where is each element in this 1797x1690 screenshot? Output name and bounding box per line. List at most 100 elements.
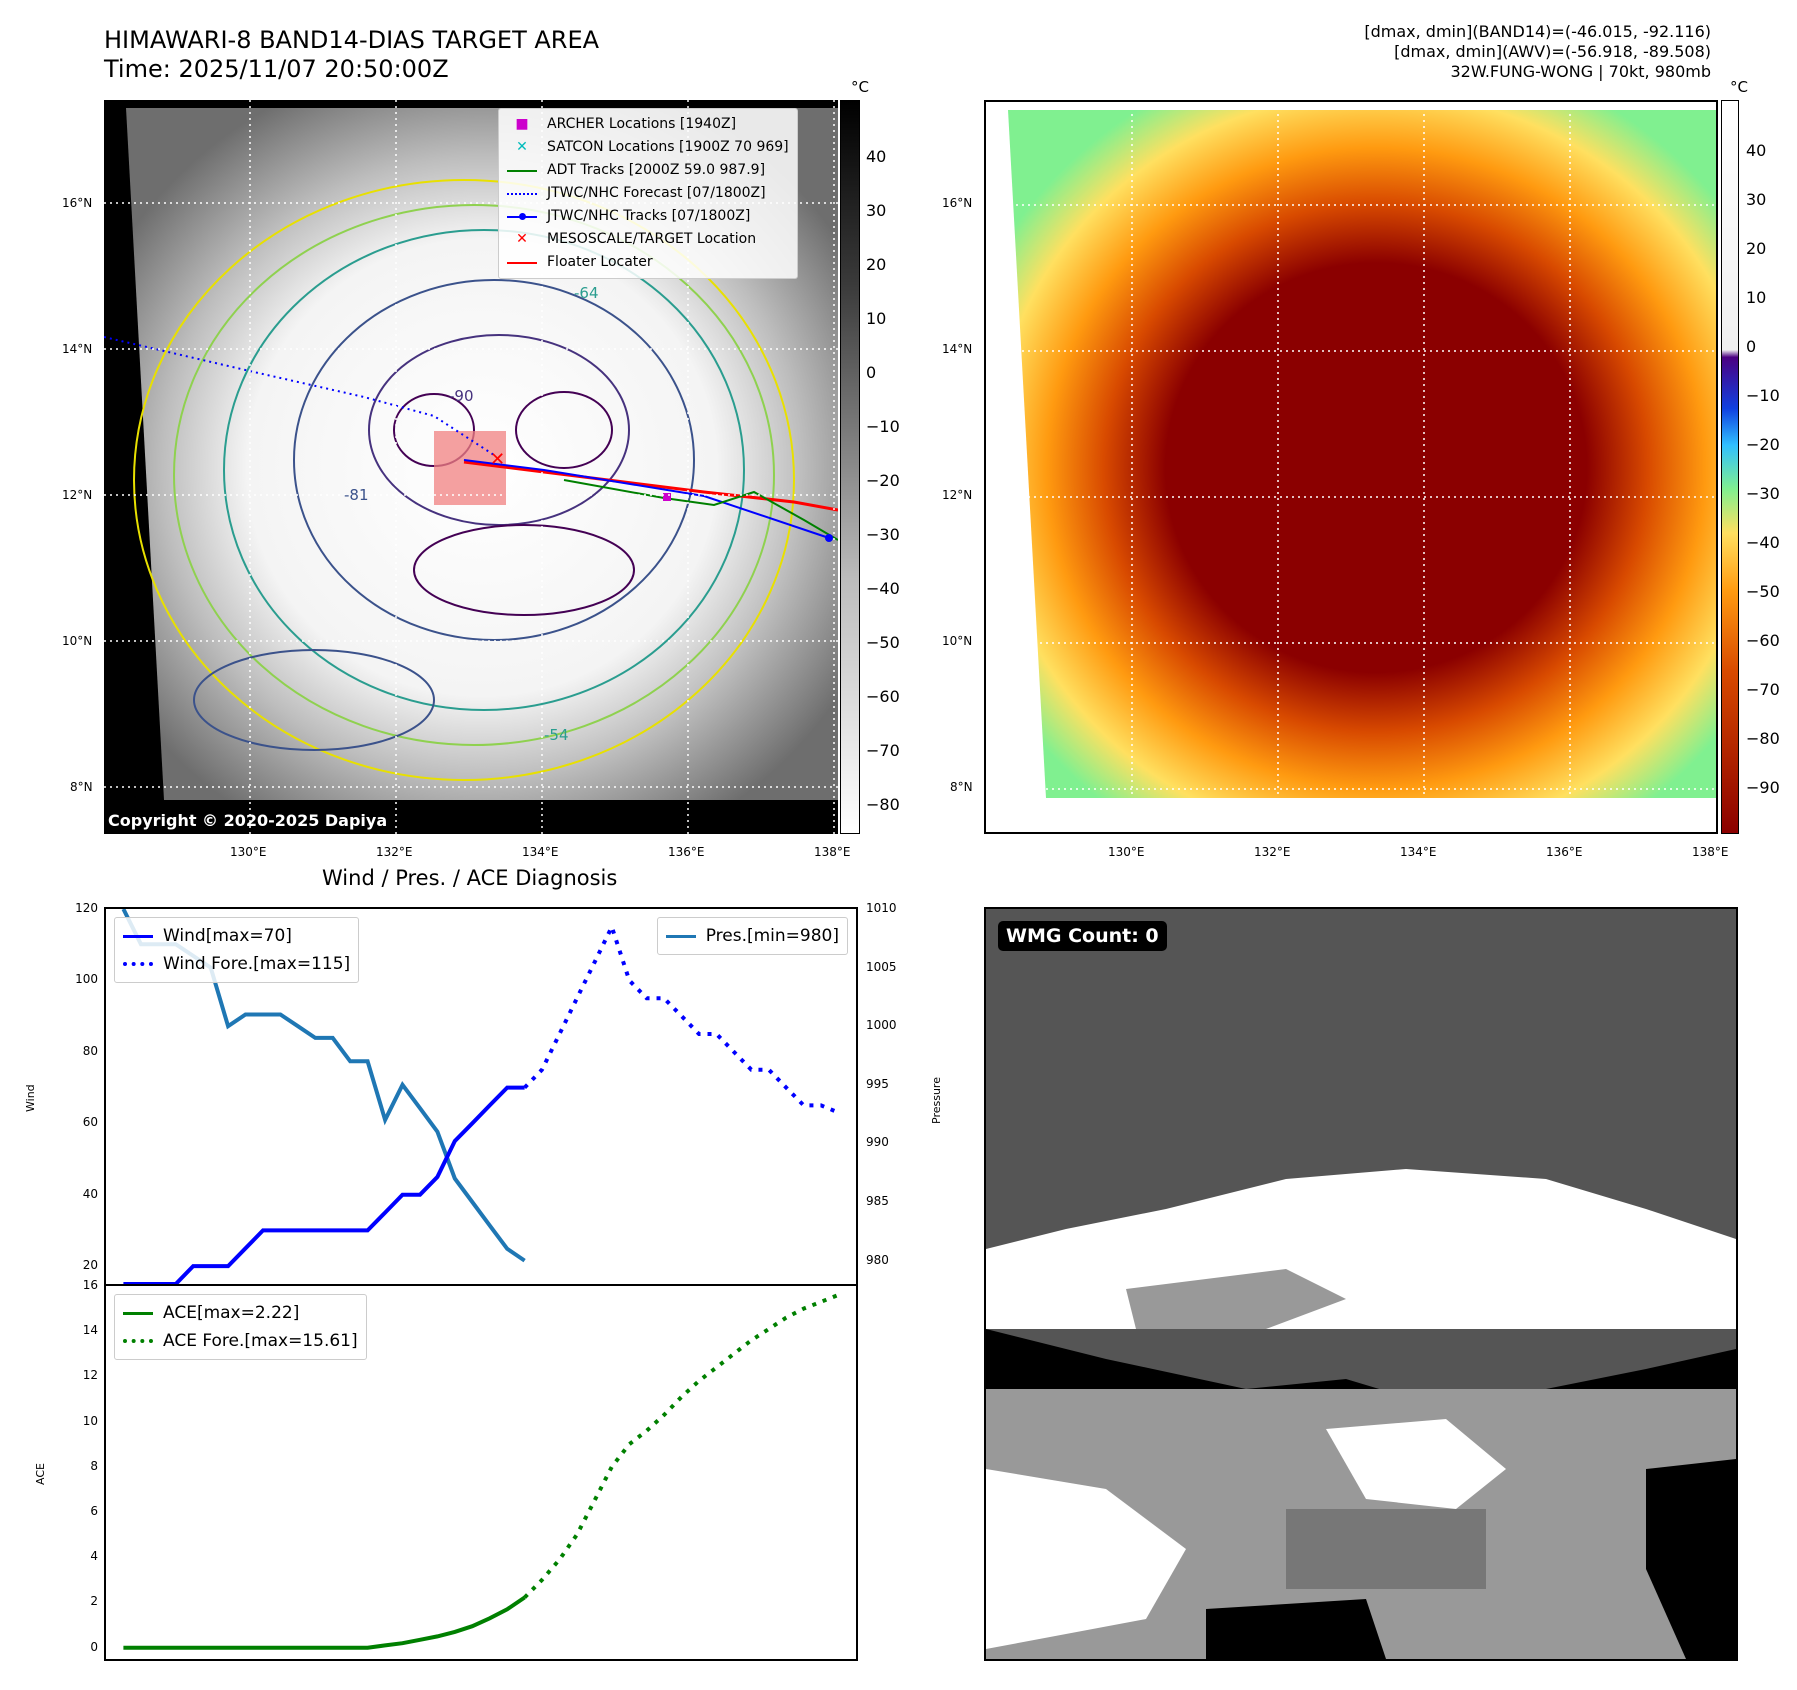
wmg-region-mid-gray <box>1286 1509 1486 1589</box>
lat-label: 12°N <box>62 488 93 502</box>
cb-tick: −80 <box>1746 729 1780 748</box>
legend-wind-forecast: Wind Fore.[max=115] <box>123 950 350 978</box>
lon-label: 132°E <box>1254 845 1291 859</box>
legend-wind: Wind[max=70] <box>123 922 350 950</box>
ir-map-svg: ✕ -90 -81 -64 -54 <box>104 100 838 834</box>
wmg-region-white-lower <box>986 1469 1186 1649</box>
cb-tick: 10 <box>866 309 887 328</box>
wmg-region-white-mid <box>1326 1419 1506 1509</box>
contour-label-3: -64 <box>574 284 599 302</box>
gray-colorbar-unit: °C <box>851 78 869 96</box>
lat-label: 8°N <box>70 780 93 794</box>
lon-label: 138°E <box>1692 845 1729 859</box>
jtwc-track-point <box>825 534 833 542</box>
copyright-text: Copyright © 2020-2025 Dapiya <box>108 811 388 830</box>
cb-tick: −80 <box>866 795 900 814</box>
axis-tick-label: 1000 <box>866 1018 897 1033</box>
axis-tick-label: 0 <box>90 1639 98 1654</box>
map-gridlines <box>104 100 838 834</box>
lon-label: 136°E <box>668 845 705 859</box>
wmg-svg <box>986 909 1736 1659</box>
cb-tick: 0 <box>866 363 877 382</box>
lon-label: 134°E <box>1400 845 1437 859</box>
wind-forecast-line <box>523 921 840 1115</box>
wmg-region-black-lower <box>1206 1599 1386 1659</box>
cb-tick: −70 <box>1746 680 1780 699</box>
legend-archer: ■ ARCHER Locations [1940Z] <box>515 116 737 132</box>
wmg-panel: WMG Count: 0 <box>984 907 1738 1661</box>
lon-label: 130°E <box>230 845 267 859</box>
wind-line <box>123 1085 525 1286</box>
cb-tick: 30 <box>1746 190 1767 209</box>
wmg-count-badge: WMG Count: 0 <box>998 921 1167 951</box>
cb-tick: −20 <box>866 471 900 490</box>
cb-tick: −60 <box>1746 631 1780 650</box>
axis-tick-label: 6 <box>90 1504 98 1519</box>
cb-tick: −90 <box>1746 778 1780 797</box>
title-line-2: Time: 2025/11/07 20:50:00Z <box>104 55 449 83</box>
lat-label: 12°N <box>942 488 973 502</box>
axis-tick-label: 16 <box>82 1278 98 1292</box>
temperature-contours <box>133 179 795 781</box>
lat-label: 8°N <box>950 780 973 794</box>
title-line-1: HIMAWARI-8 BAND14-DIAS TARGET AREA <box>104 26 600 54</box>
legend-ace-forecast: ACE Fore.[max=15.61] <box>123 1327 358 1355</box>
cb-tick: −50 <box>1746 582 1780 601</box>
axis-tick-label: 80 <box>82 1043 98 1058</box>
cb-tick: −20 <box>1746 435 1780 454</box>
axis-tick-label: 1005 <box>866 959 897 974</box>
ace-svg <box>123 1292 840 1650</box>
lon-label: 136°E <box>1546 845 1583 859</box>
legend-jtwc-forecast: JTWC/NHC Forecast [07/1800Z] <box>507 182 789 205</box>
cb-tick: 0 <box>1746 337 1757 356</box>
axis-tick-label: 1010 <box>866 901 897 915</box>
axis-tick-label: 40 <box>82 1186 98 1201</box>
diagnosis-title: Wind / Pres. / ACE Diagnosis <box>322 866 618 890</box>
cb-tick: −50 <box>866 633 900 652</box>
lat-label: 10°N <box>942 634 973 648</box>
cb-tick: −40 <box>866 579 900 598</box>
wind-pressure-panel: Wind[max=70] Wind Fore.[max=115] Pres.[m… <box>104 907 858 1286</box>
ace-panel: ACE[max=2.22] ACE Fore.[max=15.61] <box>104 1284 858 1661</box>
cb-tick: −30 <box>1746 484 1780 503</box>
cb-tick: −10 <box>1746 386 1780 405</box>
legend-adt: ADT Tracks [2000Z 59.0 987.9] <box>507 159 789 182</box>
legend-floater: Floater Locater <box>507 251 789 274</box>
cb-tick: 10 <box>1746 288 1767 307</box>
axis-tick-label: 2 <box>90 1594 98 1609</box>
archer-location <box>663 493 671 501</box>
lat-label: 16°N <box>942 196 973 210</box>
axis-tick-label: 995 <box>866 1076 889 1091</box>
pressure-axis-label: Pressure <box>930 1077 943 1124</box>
axis-tick-label: 980 <box>866 1252 889 1267</box>
awv-map-panel <box>984 100 1718 834</box>
cb-tick: 20 <box>866 255 887 274</box>
awv-imagery <box>1008 110 1716 798</box>
target-marker: ✕ <box>490 449 505 470</box>
ace-legend: ACE[max=2.22] ACE Fore.[max=15.61] <box>114 1294 367 1360</box>
jtwc-track <box>463 459 830 539</box>
cb-tick: 40 <box>1746 141 1767 160</box>
legend-satcon: ✕ SATCON Locations [1900Z 70 969] <box>516 139 789 155</box>
legend-ace: ACE[max=2.22] <box>123 1299 358 1327</box>
wmg-region-black-right <box>1646 1459 1736 1659</box>
ace-line <box>123 1595 526 1650</box>
ace-forecast-line <box>523 1292 840 1599</box>
figure-title: HIMAWARI-8 BAND14-DIAS TARGET AREA Time:… <box>104 26 599 84</box>
axis-tick-label: 12 <box>82 1368 98 1383</box>
cb-tick: 20 <box>1746 239 1767 258</box>
cb-tick: −40 <box>1746 533 1780 552</box>
cb-tick: −70 <box>866 741 900 760</box>
axis-tick-label: 990 <box>866 1135 889 1150</box>
storm-info: [dmax, dmin](BAND14)=(-46.015, -92.116) … <box>1364 22 1711 82</box>
legend-pressure: Pres.[min=980] <box>665 922 839 950</box>
axis-tick-label: 8 <box>90 1458 98 1473</box>
lat-label: 14°N <box>942 342 973 356</box>
cb-tick: −30 <box>866 525 900 544</box>
ir-map-panel: ✕ -90 -81 -64 -54 Copyright © 2020-2025 … <box>104 100 838 834</box>
map-legend: ■ ARCHER Locations [1940Z] ✕ SATCON Locati… <box>498 108 798 279</box>
awv-gridlines <box>986 102 1716 832</box>
pressure-legend: Pres.[min=980] <box>656 917 848 955</box>
target-box <box>434 431 506 505</box>
awv-map-svg <box>986 102 1716 832</box>
